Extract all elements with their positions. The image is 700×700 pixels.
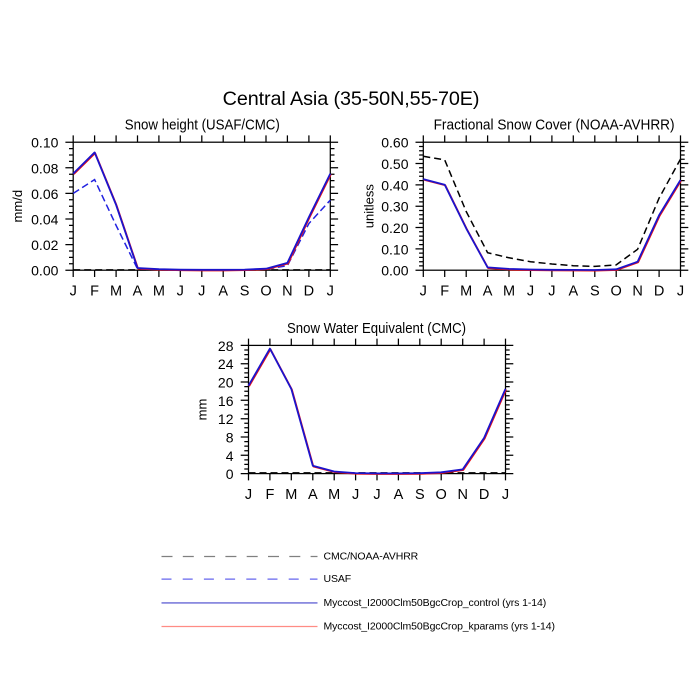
svg-text:J: J xyxy=(245,487,252,503)
svg-text:Central Asia (35-50N,55-70E): Central Asia (35-50N,55-70E) xyxy=(223,88,480,110)
svg-text:N: N xyxy=(632,284,642,300)
svg-text:0.00: 0.00 xyxy=(381,263,408,279)
svg-text:J: J xyxy=(177,284,184,300)
svg-text:Myccost_I2000Clm50BgcCrop_kpar: Myccost_I2000Clm50BgcCrop_kparams (yrs 1… xyxy=(324,621,555,633)
svg-text:0.30: 0.30 xyxy=(381,199,408,215)
svg-text:16: 16 xyxy=(218,393,234,409)
svg-text:4: 4 xyxy=(226,448,234,464)
svg-text:Snow Water Equivalent (CMC): Snow Water Equivalent (CMC) xyxy=(287,321,466,337)
svg-text:O: O xyxy=(260,284,271,300)
svg-text:M: M xyxy=(503,284,515,300)
svg-text:J: J xyxy=(70,284,77,300)
svg-text:Snow height (USAF/CMC): Snow height (USAF/CMC) xyxy=(125,118,280,134)
svg-text:24: 24 xyxy=(218,356,234,372)
svg-text:J: J xyxy=(352,487,359,503)
svg-text:0.04: 0.04 xyxy=(31,212,58,228)
svg-text:mm: mm xyxy=(195,399,210,421)
svg-text:J: J xyxy=(198,284,205,300)
svg-text:J: J xyxy=(527,284,534,300)
svg-text:28: 28 xyxy=(218,338,234,354)
svg-text:J: J xyxy=(327,284,334,300)
svg-text:O: O xyxy=(611,284,622,300)
svg-text:0.08: 0.08 xyxy=(31,160,58,176)
svg-text:A: A xyxy=(218,284,228,300)
svg-text:M: M xyxy=(328,487,340,503)
svg-text:S: S xyxy=(415,487,425,503)
svg-text:CMC/NOAA-AVHRR: CMC/NOAA-AVHRR xyxy=(324,551,419,563)
svg-text:J: J xyxy=(420,284,427,300)
svg-text:M: M xyxy=(460,284,472,300)
svg-text:D: D xyxy=(654,284,664,300)
svg-text:0.00: 0.00 xyxy=(31,263,58,279)
svg-text:S: S xyxy=(240,284,250,300)
svg-text:M: M xyxy=(285,487,297,503)
svg-text:N: N xyxy=(457,487,467,503)
svg-text:USAF: USAF xyxy=(324,573,352,585)
svg-text:F: F xyxy=(265,487,274,503)
svg-text:20: 20 xyxy=(218,375,234,391)
svg-text:A: A xyxy=(133,284,143,300)
svg-text:0.02: 0.02 xyxy=(31,237,58,253)
svg-text:0: 0 xyxy=(226,466,234,482)
svg-text:J: J xyxy=(677,284,684,300)
svg-text:D: D xyxy=(479,487,489,503)
svg-text:0.40: 0.40 xyxy=(381,177,408,193)
svg-text:J: J xyxy=(548,284,555,300)
svg-text:M: M xyxy=(153,284,165,300)
svg-text:Fractional Snow Cover (NOAA-AV: Fractional Snow Cover (NOAA-AVHRR) xyxy=(434,118,675,134)
svg-text:12: 12 xyxy=(218,411,234,427)
svg-text:mm/d: mm/d xyxy=(10,190,25,223)
svg-text:M: M xyxy=(110,284,122,300)
svg-text:0.06: 0.06 xyxy=(31,186,58,202)
svg-text:F: F xyxy=(90,284,99,300)
svg-text:N: N xyxy=(282,284,292,300)
svg-text:0.50: 0.50 xyxy=(381,156,408,172)
svg-text:A: A xyxy=(308,487,318,503)
svg-text:8: 8 xyxy=(226,430,234,446)
svg-text:J: J xyxy=(373,487,380,503)
svg-text:0.60: 0.60 xyxy=(381,135,408,151)
svg-text:A: A xyxy=(568,284,578,300)
svg-text:0.10: 0.10 xyxy=(381,241,408,257)
svg-text:unitless: unitless xyxy=(361,184,376,229)
svg-text:Myccost_I2000Clm50BgcCrop_cont: Myccost_I2000Clm50BgcCrop_control (yrs 1… xyxy=(324,597,547,609)
svg-text:F: F xyxy=(440,284,449,300)
svg-text:A: A xyxy=(483,284,493,300)
svg-text:0.10: 0.10 xyxy=(31,135,58,151)
svg-text:J: J xyxy=(502,487,509,503)
svg-text:O: O xyxy=(436,487,447,503)
svg-text:0.20: 0.20 xyxy=(381,220,408,236)
svg-text:S: S xyxy=(590,284,600,300)
svg-text:D: D xyxy=(304,284,314,300)
svg-text:A: A xyxy=(394,487,404,503)
